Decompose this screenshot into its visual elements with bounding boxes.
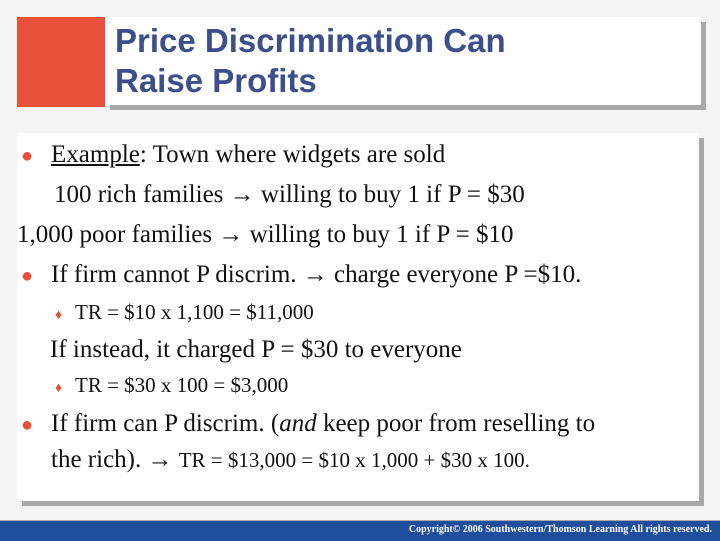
bullet-dot-icon: ● <box>21 145 34 167</box>
example-text: : Town where widgets are sold <box>139 141 446 168</box>
bullet-can: ● If firm can P discrim. (and keep poor f… <box>21 409 595 440</box>
sub-bullet-tr-10: ♦ TR = $10 x 1,100 = $11,000 <box>55 299 314 329</box>
instead-line: If instead, it charged P = $30 to everyo… <box>50 336 462 363</box>
bullet-dot-icon: ● <box>21 265 34 287</box>
diamond-bullet-icon: ♦ <box>55 308 63 323</box>
footer-bar: Copyright© 2006 Southwestern/Thomson Lea… <box>0 520 720 541</box>
rich-line: the rich). → TR = $13,000 = $10 x 1,000 … <box>51 445 530 475</box>
copyright-text: Copyright© 2006 Southwestern/Thomson Lea… <box>408 524 712 535</box>
rich-text-1: the rich). → <box>51 446 179 473</box>
bullet-dot-icon: ● <box>21 414 34 436</box>
example-label: Example <box>51 141 140 168</box>
can-and-italic: and <box>279 410 317 437</box>
cannot-text: If firm cannot P discrim. → charge every… <box>51 261 582 288</box>
sub-bullet-tr-30: ♦ TR = $30 x 100 = $3,000 <box>55 372 288 402</box>
poor-families-line: 1,000 poor families → willing to buy 1 i… <box>17 221 514 248</box>
page-title: Price Discrimination Can Raise Profits <box>115 21 695 101</box>
title-line-1: Price Discrimination Can <box>115 22 506 59</box>
can-text-2: keep poor from reselling to <box>316 410 596 437</box>
tr-10-text: TR = $10 x 1,100 = $11,000 <box>75 300 314 324</box>
tr-30-text: TR = $30 x 100 = $3,000 <box>75 373 289 397</box>
rich-families-line: 100 rich families → willing to buy 1 if … <box>54 181 525 208</box>
bullet-example: ● Example: Town where widgets are sold <box>21 140 445 171</box>
title-box: Price Discrimination Can Raise Profits <box>105 17 701 105</box>
can-text-1: If firm can P discrim. ( <box>51 410 280 437</box>
content-box: ● Example: Town where widgets are sold 10… <box>17 133 699 501</box>
diamond-bullet-icon: ♦ <box>55 381 63 396</box>
title-accent-block <box>17 17 105 107</box>
rich-text-2: TR = $13,000 = $10 x 1,000 + $30 x 100. <box>178 448 530 472</box>
bullet-cannot: ● If firm cannot P discrim. → charge ever… <box>21 260 581 291</box>
title-line-2: Raise Profits <box>115 62 317 99</box>
